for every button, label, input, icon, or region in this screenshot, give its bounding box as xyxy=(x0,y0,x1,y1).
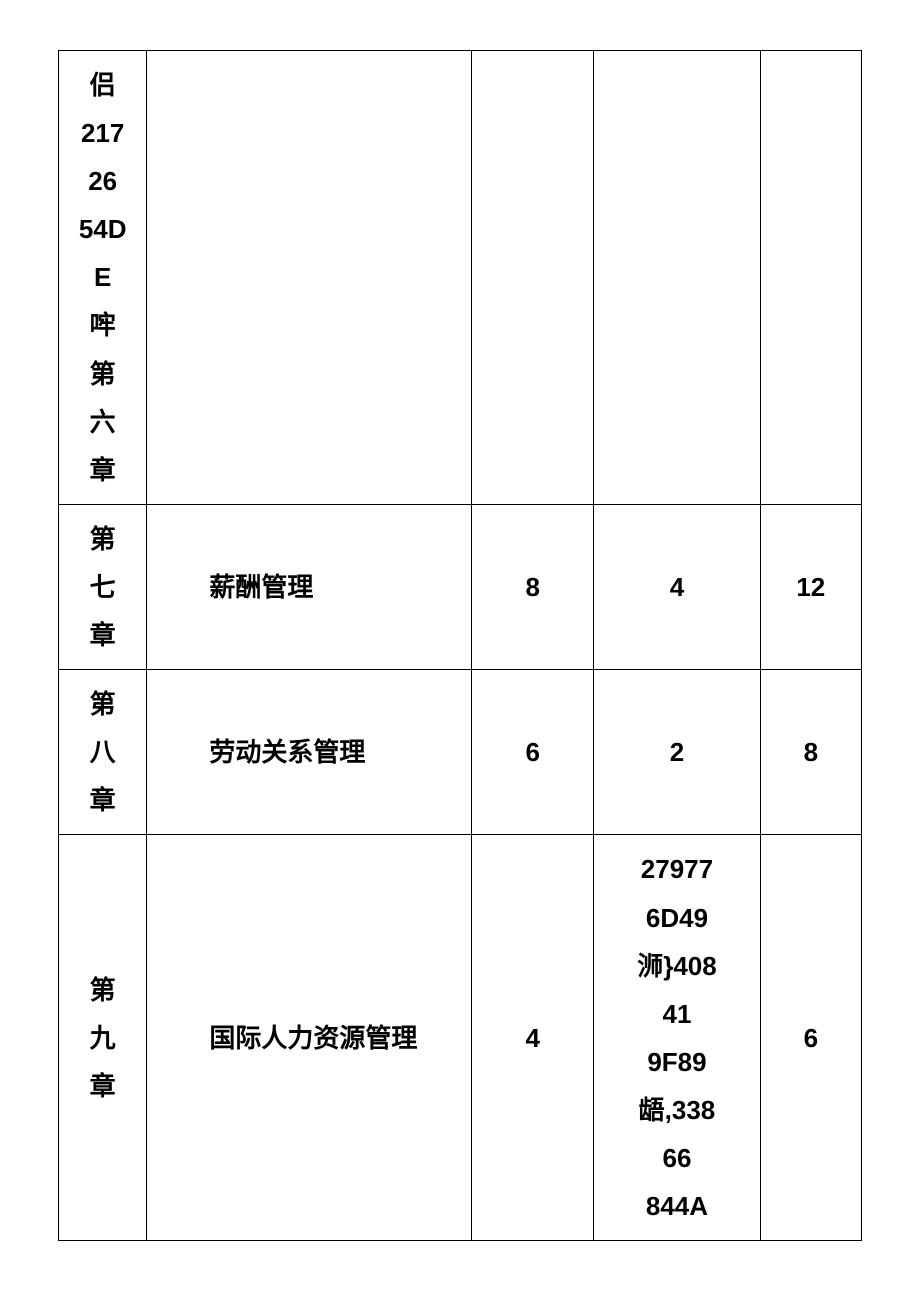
num3-cell: 6 xyxy=(760,835,861,1241)
chapter-cell: 第 九 章 xyxy=(59,835,147,1241)
table-row: 第 七 章 薪酬管理 8 4 12 xyxy=(59,504,862,669)
num2-text: 2 xyxy=(670,737,684,767)
title-text: 国际人力资源管理 xyxy=(157,1014,465,1062)
chapter-label-2: 六 xyxy=(90,398,116,446)
num3-text: 8 xyxy=(804,737,818,767)
title-cell: 劳动关系管理 xyxy=(147,670,472,835)
chapter-label-1: 第 xyxy=(90,350,116,398)
num2-line: 41 xyxy=(600,990,753,1038)
num3-cell: 12 xyxy=(760,504,861,669)
chapter-label-3: 章 xyxy=(90,776,116,824)
chapter-table: 侣 217 26 54D E 哰 第 六 章 xyxy=(58,50,862,1241)
chapter-label-1: 第 xyxy=(90,515,116,563)
chapter-cell: 第 七 章 xyxy=(59,504,147,669)
title-cell xyxy=(147,51,472,505)
chapter-prefix-4: 54D xyxy=(79,205,127,253)
table-row: 第 八 章 劳动关系管理 6 2 8 xyxy=(59,670,862,835)
title-cell: 薪酬管理 xyxy=(147,504,472,669)
chapter-label-3: 章 xyxy=(90,446,116,494)
chapter-cell: 第 八 章 xyxy=(59,670,147,835)
num2-cell: 27977 6D49 浉}408 41 9F89 龉,338 66 844A xyxy=(594,835,760,1241)
title-text: 劳动关系管理 xyxy=(157,728,465,776)
num2-line: 浉}408 xyxy=(600,942,753,990)
num2-cell xyxy=(594,51,760,505)
num1-cell xyxy=(472,51,594,505)
chapter-prefix-3: 26 xyxy=(88,157,117,205)
num3-cell: 8 xyxy=(760,670,861,835)
num2-cell: 2 xyxy=(594,670,760,835)
num1-cell: 4 xyxy=(472,835,594,1241)
chapter-prefix-2: 217 xyxy=(81,109,124,157)
chapter-label-2: 七 xyxy=(90,563,116,611)
chapter-label-3: 章 xyxy=(90,611,116,659)
num2-line: 27977 xyxy=(600,845,753,893)
num2-line: 844A xyxy=(600,1182,753,1230)
num2-text: 4 xyxy=(670,572,684,602)
chapter-label-2: 九 xyxy=(90,1014,116,1062)
num1-text: 6 xyxy=(526,737,540,767)
num3-text: 12 xyxy=(796,572,825,602)
num3-cell xyxy=(760,51,861,505)
table-row: 侣 217 26 54D E 哰 第 六 章 xyxy=(59,51,862,505)
title-cell: 国际人力资源管理 xyxy=(147,835,472,1241)
num2-line: 龉,338 xyxy=(600,1086,753,1134)
chapter-label-2: 八 xyxy=(90,728,116,776)
num1-text: 4 xyxy=(526,1023,540,1053)
chapter-label-1: 第 xyxy=(90,966,116,1014)
num1-text: 8 xyxy=(526,572,540,602)
num2-line: 6D49 xyxy=(600,894,753,942)
num2-line: 66 xyxy=(600,1134,753,1182)
num2-cell: 4 xyxy=(594,504,760,669)
num1-cell: 6 xyxy=(472,670,594,835)
chapter-prefix-1: 侣 xyxy=(90,61,116,109)
chapter-prefix-5: E xyxy=(94,253,111,301)
chapter-cell: 侣 217 26 54D E 哰 第 六 章 xyxy=(59,51,147,505)
title-text: 薪酬管理 xyxy=(157,563,465,611)
chapter-prefix-6: 哰 xyxy=(90,301,116,349)
chapter-label-3: 章 xyxy=(90,1062,116,1110)
num1-cell: 8 xyxy=(472,504,594,669)
chapter-label-1: 第 xyxy=(90,680,116,728)
num2-line: 9F89 xyxy=(600,1038,753,1086)
table-row: 第 九 章 国际人力资源管理 4 27977 6D49 浉}408 41 9F8… xyxy=(59,835,862,1241)
num3-text: 6 xyxy=(804,1023,818,1053)
